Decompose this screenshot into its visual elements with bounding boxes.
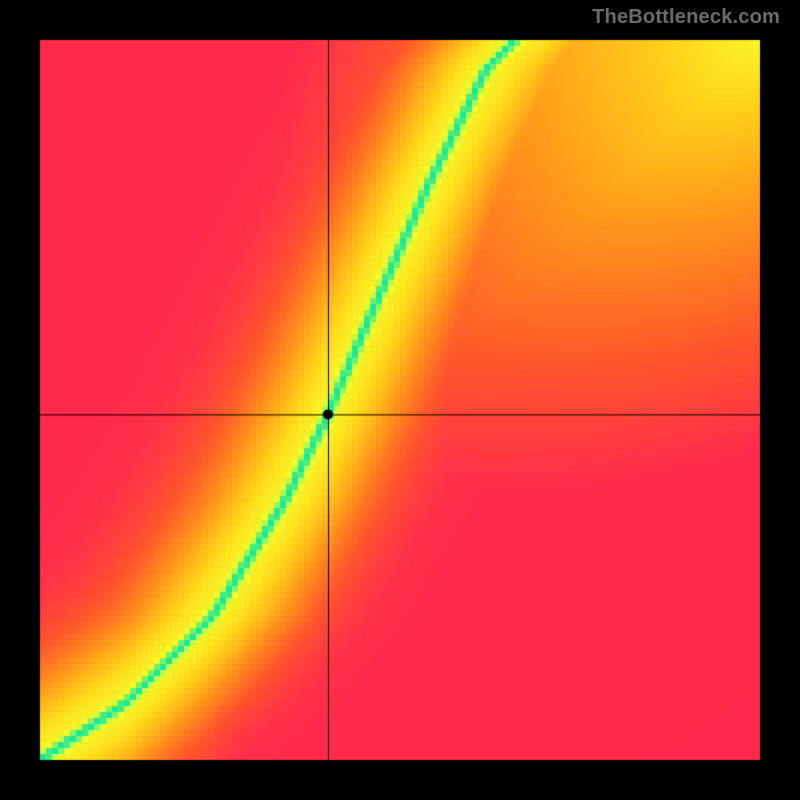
chart-wrapper: { "watermark": "TheBottleneck.com", "wat… — [0, 0, 800, 800]
watermark-text: TheBottleneck.com — [592, 6, 780, 29]
bottleneck-heatmap — [0, 0, 800, 800]
